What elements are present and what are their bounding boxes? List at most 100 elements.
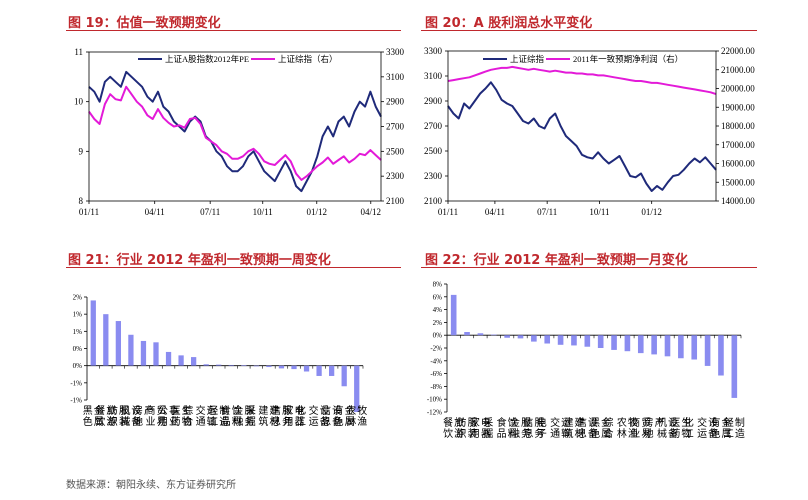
left-axis-tick-label: 2100	[424, 196, 443, 206]
category-label-char: 服	[282, 405, 292, 417]
category-label-char: 金	[721, 416, 731, 429]
bar	[704, 335, 711, 366]
category-label-char: 金	[345, 404, 355, 417]
category-label-char: 造	[219, 415, 229, 428]
category-label-char: 运	[561, 417, 571, 429]
pe-chart-legend: 上证A股指数2012年PE 上证综指（右）	[138, 54, 338, 64]
bar	[531, 335, 537, 342]
category-label-char: 制	[219, 404, 229, 417]
category-label-char: 掘	[246, 415, 256, 428]
bar	[477, 333, 484, 336]
bar	[165, 351, 172, 366]
category-label-char: 家	[284, 404, 294, 417]
bar	[624, 335, 631, 352]
bar	[266, 365, 272, 368]
category-label-char: 织	[457, 428, 467, 440]
legend-label: 上证A股指数2012年PE	[165, 54, 249, 64]
category-label-char: 黑	[83, 405, 93, 417]
category-label-char: 服	[244, 405, 254, 417]
category-label-char: 林	[346, 415, 356, 428]
category-label-char: 制	[735, 416, 745, 429]
chart-title-22: 图 22：行业 2012 年盈利一致预期一月变化	[425, 253, 688, 268]
bar	[115, 321, 121, 366]
category-label-char: 旅	[454, 416, 464, 429]
category-label-char: 属	[94, 416, 104, 428]
category-label-char: 综	[604, 416, 614, 429]
y-axis-tick-label: -8%	[430, 383, 442, 391]
category-label-char: 物	[681, 427, 691, 440]
left-axis-tick-label: 11	[74, 47, 83, 57]
y-axis-tick-label: 0%	[433, 332, 443, 340]
category-label-char: 化	[296, 404, 306, 417]
bar	[354, 365, 360, 413]
category-label-char: 运	[309, 416, 319, 428]
category-label-char: 有	[710, 416, 720, 429]
x-axis-tick-label: 10/11	[589, 207, 609, 217]
category-label-char: 有	[334, 404, 344, 417]
category-label-char: 属	[345, 416, 355, 428]
right-axis-tick-label: 3100	[386, 72, 405, 82]
profit-plot-area	[447, 65, 717, 192]
category-label-char: 农	[346, 404, 356, 417]
category-label-char: 通	[196, 416, 206, 428]
bar	[611, 335, 617, 350]
category-label-char: 交	[196, 404, 206, 417]
monthly-change-chart: 8%6%4%2%0%-2%-4%-6%-8%-10%-12%餐饮旅游纺织服装家用…	[427, 281, 745, 441]
category-label-char: 工	[724, 429, 734, 440]
bar	[253, 365, 259, 367]
category-label-char: 设	[332, 405, 342, 417]
category-label-char: 务	[534, 427, 544, 440]
category-label-char: 掘	[483, 427, 493, 440]
category-label-char: 备	[668, 427, 678, 440]
category-label-char: 业	[146, 416, 156, 428]
x-axis-tick-label: 01/12	[641, 207, 662, 217]
category-label-char: 械	[657, 427, 667, 440]
category-label-char: 饮	[95, 415, 105, 428]
x-axis-tick-label: 07/11	[200, 207, 220, 217]
category-label-char: 食	[497, 416, 507, 429]
category-label-char: 融	[510, 428, 520, 440]
y-axis-tick-label: 0%	[73, 345, 83, 353]
x-axis-tick-label: 07/11	[537, 207, 557, 217]
category-label-char: 材	[574, 427, 584, 440]
pe-plot-area	[88, 70, 382, 193]
category-label-char: 运	[697, 428, 707, 440]
category-label-char: 服	[521, 417, 531, 429]
category-label-char: 房	[644, 416, 654, 429]
right-axis-tick-label: 21000.00	[721, 65, 755, 75]
category-label-char: 采	[246, 405, 256, 417]
bar	[464, 332, 470, 336]
left-axis-tick-label: 2300	[424, 171, 443, 181]
series-line-secondary	[88, 85, 382, 181]
right-axis-tick-label: 22000.00	[721, 46, 755, 56]
y-axis-tick-label: 4%	[433, 306, 443, 314]
left-axis-tick-label: 3300	[424, 46, 443, 56]
pe-chart-axes: 8 9 10 11 2100 2300 2500 2700 2900 3100 3300 01/11 0…	[74, 47, 405, 217]
category-label-char: 装	[119, 415, 129, 428]
category-label-char: 服	[468, 417, 478, 429]
category-label-char: 交	[697, 416, 707, 429]
left-axis-tick-label: 2900	[424, 96, 443, 106]
category-label-char: 息	[271, 415, 281, 428]
bar	[278, 365, 285, 369]
right-axis-tick-label: 3300	[386, 47, 405, 57]
right-axis-tick-label: 2900	[386, 97, 405, 107]
y-axis-tick-label: -4%	[430, 357, 442, 365]
category-label-char: 纺	[108, 404, 118, 417]
category-label-char: 医	[171, 405, 181, 417]
bar	[490, 334, 497, 336]
right-axis-tick-label: 18000.00	[721, 121, 755, 131]
category-label-char: 输	[561, 427, 571, 440]
category-label-char: 务	[521, 427, 531, 440]
y-axis-tick-label: 2%	[73, 294, 83, 302]
category-label-char: 料	[508, 427, 518, 440]
category-label-char: 物	[182, 415, 192, 428]
category-label-char: 属	[721, 428, 731, 440]
category-label-char: 色	[710, 427, 720, 440]
right-axis-tick-label: 15000.00	[721, 177, 755, 187]
category-label-char: 业	[169, 416, 179, 428]
category-label-char: 综	[183, 404, 193, 417]
category-label-char: 信	[577, 417, 587, 429]
category-label-char: 材	[269, 415, 279, 428]
bar	[241, 365, 247, 366]
